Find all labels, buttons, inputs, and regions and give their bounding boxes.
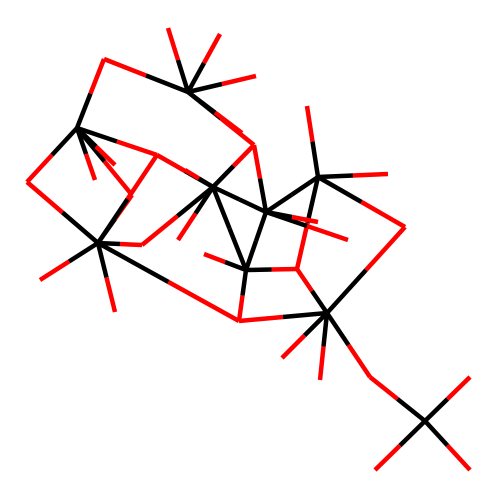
bond-O7-C7	[246, 270, 272, 271]
bond-C5-oxygen-11	[318, 176, 353, 178]
bond-O7-C7	[272, 269, 298, 270]
bond-C4-O6	[120, 244, 142, 245]
bond-C5-oxygen-11	[353, 174, 388, 176]
